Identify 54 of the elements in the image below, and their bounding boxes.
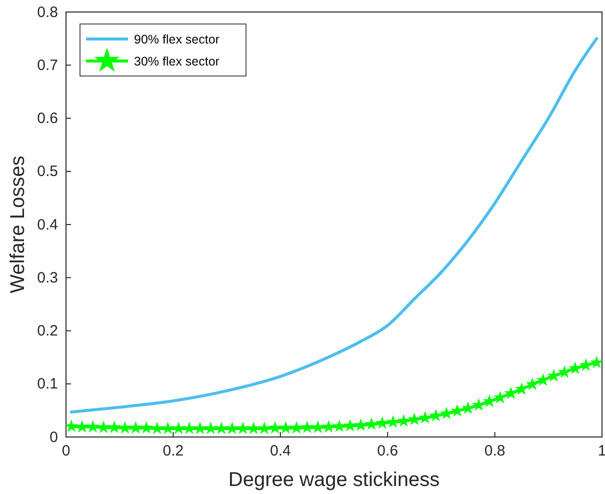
point (514, 382, 528, 395)
x-tick-label: 0.8 (484, 442, 506, 460)
point (408, 412, 422, 426)
point (75, 420, 89, 433)
point (118, 420, 132, 434)
point (376, 416, 389, 429)
point (590, 356, 604, 368)
x-tick-label: 0.4 (270, 442, 291, 460)
y-tick-label: 0.1 (37, 376, 58, 393)
point (193, 422, 207, 434)
y-tick-label: 0.6 (37, 110, 58, 128)
y-tick-label: 0.8 (37, 4, 58, 21)
legend-label: 30% flex sector (134, 54, 220, 68)
y-axis-title: Welfare Losses (7, 156, 29, 294)
point (290, 420, 304, 434)
point (182, 422, 196, 434)
point (300, 420, 314, 434)
y-tick-label: 0.3 (37, 269, 58, 286)
point (311, 420, 325, 434)
point (386, 415, 400, 428)
y-tick-label: 0.4 (37, 216, 58, 234)
point (364, 417, 378, 430)
point (236, 422, 250, 434)
point (354, 418, 368, 431)
y-tick-label: 0.2 (37, 322, 58, 340)
x-tick-label: 0.6 (377, 442, 398, 460)
point (322, 420, 336, 433)
point (226, 422, 239, 434)
point (397, 414, 410, 427)
x-tick-label: 0.2 (162, 442, 184, 460)
point (246, 422, 260, 434)
point (140, 420, 154, 434)
point (214, 422, 228, 434)
legend-label: 90% flex sector (134, 32, 220, 46)
x-axis-title: Degree wage stickiness (228, 469, 440, 491)
point (343, 418, 357, 432)
point (150, 422, 164, 434)
x-tick-label: 0 (62, 442, 70, 460)
y-tick-label: 0 (50, 428, 58, 446)
point (172, 422, 186, 434)
point (204, 422, 218, 434)
point (96, 420, 110, 434)
point (268, 420, 282, 434)
point (129, 420, 142, 434)
point (64, 419, 78, 432)
y-tick-label: 0.7 (37, 56, 58, 74)
y-tick-label: 0.5 (37, 163, 58, 180)
point (86, 420, 100, 433)
x-tick-label: 1 (598, 442, 605, 460)
point (161, 422, 174, 434)
point (108, 420, 121, 434)
point (258, 422, 271, 434)
point (332, 419, 346, 432)
point (279, 420, 292, 434)
